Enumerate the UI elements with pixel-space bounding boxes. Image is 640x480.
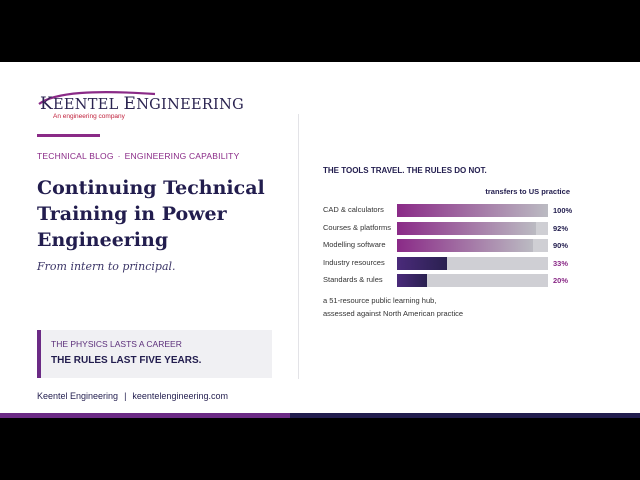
bar-row: Modelling software 90% [323, 239, 593, 253]
slide: KEENTEL ENGINEERING An engineering compa… [0, 62, 640, 418]
chart-title: THE TOOLS TRAVEL. THE RULES DO NOT. [323, 166, 487, 175]
category-capability: ENGINEERING CAPABILITY [124, 151, 240, 161]
bar-track [397, 221, 548, 235]
logo-tagline: An engineering company [53, 113, 125, 120]
bar-value-label: 33% [553, 258, 569, 268]
band-purple [0, 413, 290, 418]
chart-note: a 51-resource public learning hub, asses… [323, 294, 573, 320]
footer-separator: | [124, 391, 127, 401]
bar-value-label: 92% [553, 223, 569, 233]
footer-company: Keentel Engineering [37, 391, 119, 401]
bar [397, 256, 447, 270]
footer: Keentel Engineering | keentelengineering.c… [37, 391, 228, 401]
chart-value-header: transfers to US practice [485, 187, 570, 196]
chart-note-line-1: a 51-resource public learning hub, [323, 296, 437, 305]
accent-line [37, 134, 100, 137]
bar [397, 274, 428, 287]
bar-row: Courses & platforms 92% [323, 221, 593, 236]
bar-label: Industry resources [323, 257, 385, 267]
bar-track [397, 256, 548, 270]
bar-row: Standards & rules 20% [323, 274, 593, 288]
bar-value-label: 100% [553, 206, 573, 215]
bar-label: Modelling software [323, 240, 386, 249]
chart-note-line-2: assessed against North American practice [323, 309, 464, 318]
bar [397, 239, 533, 252]
bar-track [397, 204, 548, 217]
page-subtitle: From intern to principal. [37, 260, 176, 273]
bar [397, 221, 536, 235]
bar-label: Courses & platforms [323, 222, 391, 232]
company-logo: KEENTEL ENGINEERING An engineering compa… [35, 90, 244, 124]
bar-track [397, 239, 548, 252]
bar-label: Standards & rules [323, 275, 383, 284]
page-title: Continuing Technical Training in Power E… [37, 177, 265, 251]
bar-value-label: 90% [553, 241, 569, 250]
callout-line-1: THE PHYSICS LASTS A CAREER [51, 339, 182, 349]
vertical-divider [298, 114, 299, 379]
callout-box: THE PHYSICS LASTS A CAREER THE RULES LAS… [37, 330, 272, 378]
band-navy [290, 413, 640, 418]
category-blog: TECHNICAL BLOG [37, 151, 114, 161]
bar-value-label: 20% [553, 276, 569, 285]
callout-line-2: THE RULES LAST FIVE YEARS. [51, 355, 202, 366]
bar-row: Industry resources 33% [323, 256, 593, 271]
category-separator: · [117, 151, 121, 161]
bar-label: CAD & calculators [323, 205, 384, 214]
category-breadcrumb: TECHNICAL BLOG · ENGINEERING CAPABILITY [37, 151, 239, 161]
logo-wordmark: KEENTEL ENGINEERING [40, 94, 244, 114]
bar-row: CAD & calculators 100% [323, 204, 593, 218]
bottom-color-band [0, 413, 640, 418]
bar-track [397, 274, 548, 287]
footer-website-link[interactable]: keentelengineering.com [132, 391, 228, 401]
bar [397, 204, 548, 217]
logo-swoosh-icon [38, 91, 156, 105]
